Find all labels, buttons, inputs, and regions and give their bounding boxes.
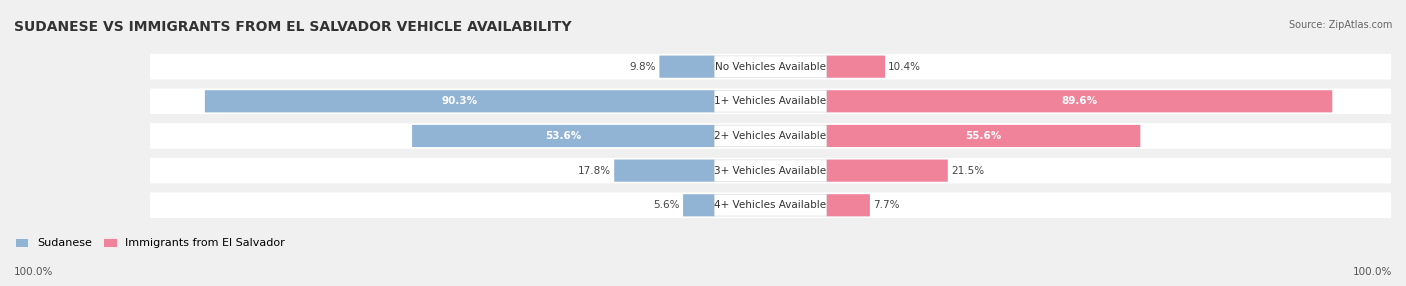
FancyBboxPatch shape xyxy=(827,90,1333,112)
Text: 2+ Vehicles Available: 2+ Vehicles Available xyxy=(714,131,827,141)
Text: 9.8%: 9.8% xyxy=(630,62,657,72)
Text: 89.6%: 89.6% xyxy=(1062,96,1098,106)
FancyBboxPatch shape xyxy=(827,160,948,182)
Text: 7.7%: 7.7% xyxy=(873,200,900,210)
Text: 21.5%: 21.5% xyxy=(950,166,984,176)
Text: 4+ Vehicles Available: 4+ Vehicles Available xyxy=(714,200,827,210)
Text: 17.8%: 17.8% xyxy=(578,166,612,176)
Text: SUDANESE VS IMMIGRANTS FROM EL SALVADOR VEHICLE AVAILABILITY: SUDANESE VS IMMIGRANTS FROM EL SALVADOR … xyxy=(14,20,572,34)
Legend: Sudanese, Immigrants from El Salvador: Sudanese, Immigrants from El Salvador xyxy=(15,238,285,248)
Text: No Vehicles Available: No Vehicles Available xyxy=(716,62,827,72)
Text: 100.0%: 100.0% xyxy=(14,267,53,277)
Text: 53.6%: 53.6% xyxy=(546,131,582,141)
FancyBboxPatch shape xyxy=(150,192,1391,218)
FancyBboxPatch shape xyxy=(714,56,827,78)
FancyBboxPatch shape xyxy=(714,160,827,181)
FancyBboxPatch shape xyxy=(714,125,827,147)
FancyBboxPatch shape xyxy=(714,194,827,216)
FancyBboxPatch shape xyxy=(827,125,1140,147)
Text: Source: ZipAtlas.com: Source: ZipAtlas.com xyxy=(1288,20,1392,30)
Text: 90.3%: 90.3% xyxy=(441,96,478,106)
FancyBboxPatch shape xyxy=(412,125,714,147)
FancyBboxPatch shape xyxy=(827,194,870,217)
FancyBboxPatch shape xyxy=(614,160,714,182)
FancyBboxPatch shape xyxy=(150,123,1391,149)
Text: 5.6%: 5.6% xyxy=(654,200,681,210)
FancyBboxPatch shape xyxy=(827,55,886,78)
Text: 10.4%: 10.4% xyxy=(889,62,921,72)
FancyBboxPatch shape xyxy=(683,194,714,217)
FancyBboxPatch shape xyxy=(714,91,827,112)
FancyBboxPatch shape xyxy=(150,158,1391,183)
FancyBboxPatch shape xyxy=(150,88,1391,114)
FancyBboxPatch shape xyxy=(150,54,1391,80)
FancyBboxPatch shape xyxy=(659,55,714,78)
FancyBboxPatch shape xyxy=(205,90,714,112)
Text: 3+ Vehicles Available: 3+ Vehicles Available xyxy=(714,166,827,176)
Text: 100.0%: 100.0% xyxy=(1353,267,1392,277)
Text: 1+ Vehicles Available: 1+ Vehicles Available xyxy=(714,96,827,106)
Text: 55.6%: 55.6% xyxy=(966,131,1001,141)
